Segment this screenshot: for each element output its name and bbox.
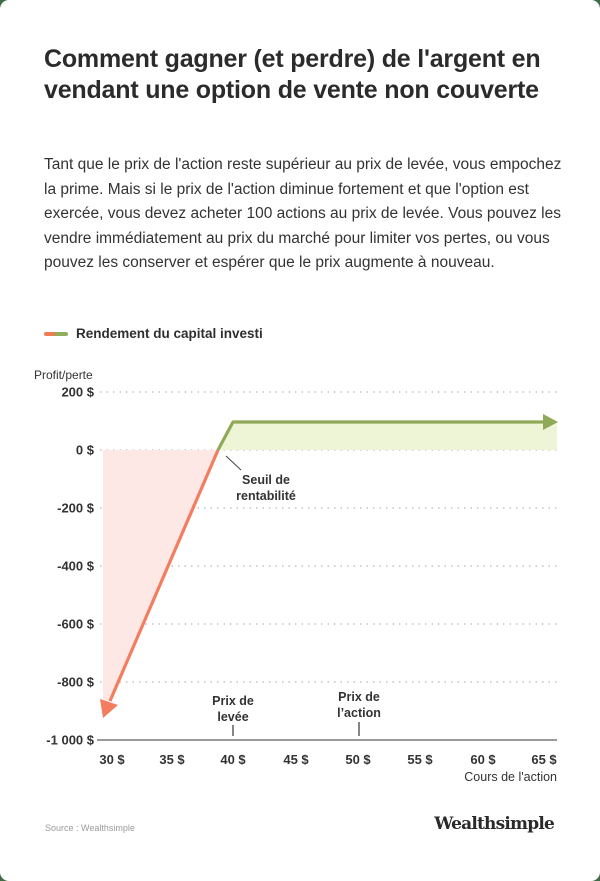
breakeven-pointer	[225, 455, 242, 471]
x-tick-55: 55 $	[407, 752, 433, 767]
x-tick-45: 45 $	[283, 752, 309, 767]
legend-line-icon	[44, 331, 68, 336]
y-axis-title: Profit/perte	[34, 368, 93, 382]
profit-area	[218, 422, 557, 450]
profit-arrow-icon	[543, 414, 558, 430]
loss-line	[108, 449, 220, 702]
y-tick-minus-400: -400 $	[57, 558, 94, 574]
x-axis-title: Cours de l'action	[464, 770, 557, 784]
strike-price-annotation: Prix de levée	[212, 694, 254, 724]
x-tick-65: 65 $	[531, 752, 557, 767]
breakeven-annotation: Seuil de rentabilité	[236, 473, 296, 503]
y-tick-200: 200 $	[61, 384, 94, 400]
source-note: Source : Wealthsimple	[45, 823, 135, 833]
page-title: Comment gagner (et perdre) de l'argent e…	[44, 45, 541, 104]
y-tick-minus-1000: -1 000 $	[46, 732, 94, 748]
wealthsimple-logo: Wealthsimple	[434, 814, 555, 834]
loss-arrow-icon	[100, 699, 118, 718]
y-tick-0: 0 $	[75, 442, 94, 458]
x-tick-60: 60 $	[470, 752, 496, 767]
x-tick-40: 40 $	[220, 752, 246, 767]
x-tick-50: 50 $	[345, 752, 371, 767]
chart-legend: Rendement du capital investi	[44, 326, 263, 341]
intro-paragraph: Tant que le prix de l'action reste supér…	[44, 156, 562, 271]
x-tick-30: 30 $	[99, 752, 125, 767]
y-tick-minus-800: -800 $	[57, 674, 94, 690]
x-tick-35: 35 $	[159, 752, 185, 767]
profit-line	[216, 420, 543, 451]
y-tick-minus-600: -600 $	[57, 616, 94, 632]
y-tick-minus-200: -200 $	[57, 500, 94, 516]
stock-price-annotation: Prix de l’action	[337, 690, 381, 720]
legend-label: Rendement du capital investi	[76, 326, 263, 341]
